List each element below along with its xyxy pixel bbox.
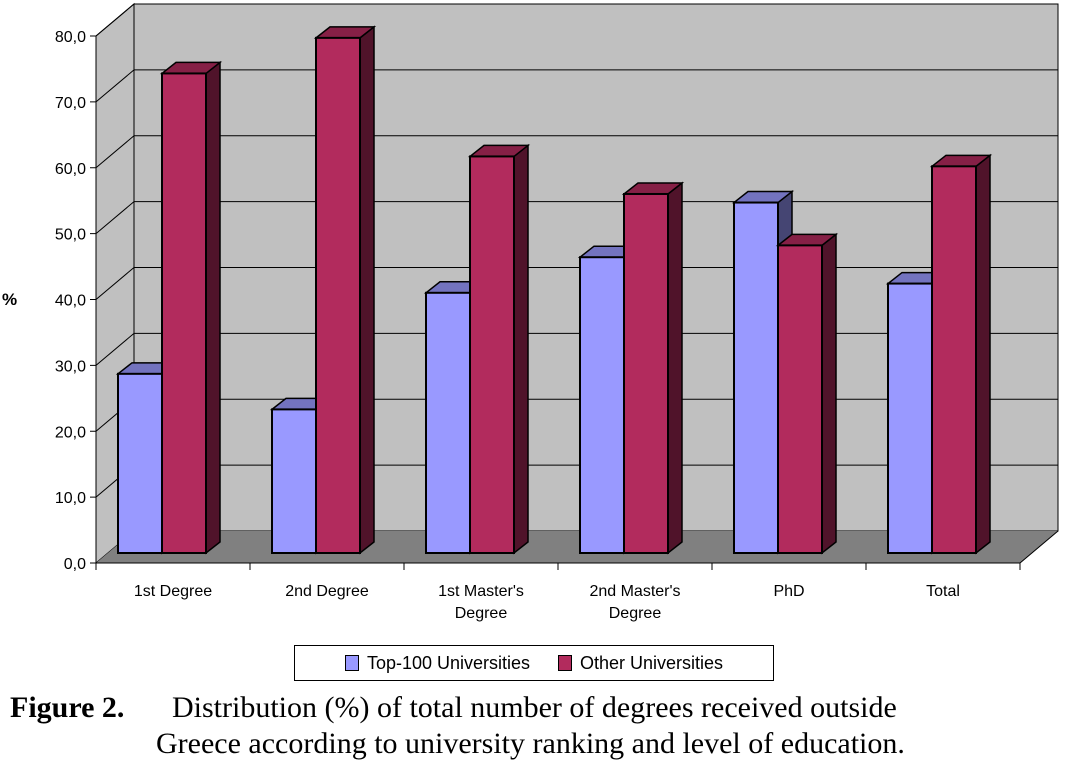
y-tick-label: 50,0 xyxy=(55,227,86,244)
gridline-side xyxy=(95,3,135,37)
gridline-side xyxy=(95,332,135,366)
figure-caption: Figure 2. Distribution (%) of total numbe… xyxy=(10,690,1060,762)
x-tick-label: 2nd Master's Degree xyxy=(589,583,680,622)
gridline-side xyxy=(95,69,135,103)
x-tick-label: Total xyxy=(926,583,960,600)
bar xyxy=(887,282,933,554)
bar-chart: 0,0 10,0 20,0 30,0 40,0 50,0 60,0 70,0 80,0% 1st … xyxy=(2,2,1059,622)
bar xyxy=(777,244,823,555)
legend-item-top100: Top-100 Universities xyxy=(344,652,531,674)
x-tick-label: 2nd Degree xyxy=(285,583,369,600)
gridline-side xyxy=(95,201,135,235)
y-tick-label: 40,0 xyxy=(55,293,86,310)
bar xyxy=(623,192,669,554)
caption-text-2: Greece according to university ranking a… xyxy=(156,727,905,760)
legend-label-other: Other Universities xyxy=(580,652,724,673)
bar xyxy=(425,291,471,554)
bar xyxy=(161,72,207,555)
legend-item-other: Other Universities xyxy=(558,653,723,674)
y-tick-label: 70,0 xyxy=(55,95,86,112)
bar xyxy=(315,36,361,555)
bar-side xyxy=(667,181,683,555)
gridline-side xyxy=(95,135,135,169)
y-axis-label: % xyxy=(2,290,17,309)
bar-side xyxy=(821,232,837,555)
bar-side xyxy=(975,153,991,555)
y-tick-label: 30,0 xyxy=(55,358,86,375)
bar xyxy=(579,256,625,554)
caption-label: Figure 2. xyxy=(10,691,125,724)
y-tick-label: 20,0 xyxy=(55,424,86,441)
bar xyxy=(733,201,779,554)
y-tick-label: 10,0 xyxy=(55,490,86,507)
caption-line-1: Figure 2. Distribution (%) of total numbe… xyxy=(10,690,1060,726)
bar-side xyxy=(205,60,221,555)
bar xyxy=(117,372,163,554)
legend-swatch-top100 xyxy=(344,655,359,671)
bar-side xyxy=(513,143,529,555)
bar xyxy=(469,155,515,554)
y-tick-label: 60,0 xyxy=(55,161,86,178)
y-tick-label: 0,0 xyxy=(64,556,86,573)
y-tick-label: 80,0 xyxy=(55,29,86,46)
x-tick-label: 1st Master's Degree xyxy=(438,583,524,622)
legend-swatch-other xyxy=(558,655,573,671)
floor-edge xyxy=(1019,530,1059,564)
bar xyxy=(271,408,317,554)
bar xyxy=(931,165,977,554)
gridline-side xyxy=(95,267,135,300)
x-tick-label: PhD xyxy=(773,583,804,600)
x-tick-label: 1st Degree xyxy=(134,583,212,600)
chart-legend: Top-100 Universities Other Universities xyxy=(294,645,774,681)
legend-label-top100: Top-100 Universities xyxy=(366,652,531,673)
caption-text-1: Distribution (%) of total number of degr… xyxy=(172,691,897,724)
bar-side xyxy=(359,25,375,555)
